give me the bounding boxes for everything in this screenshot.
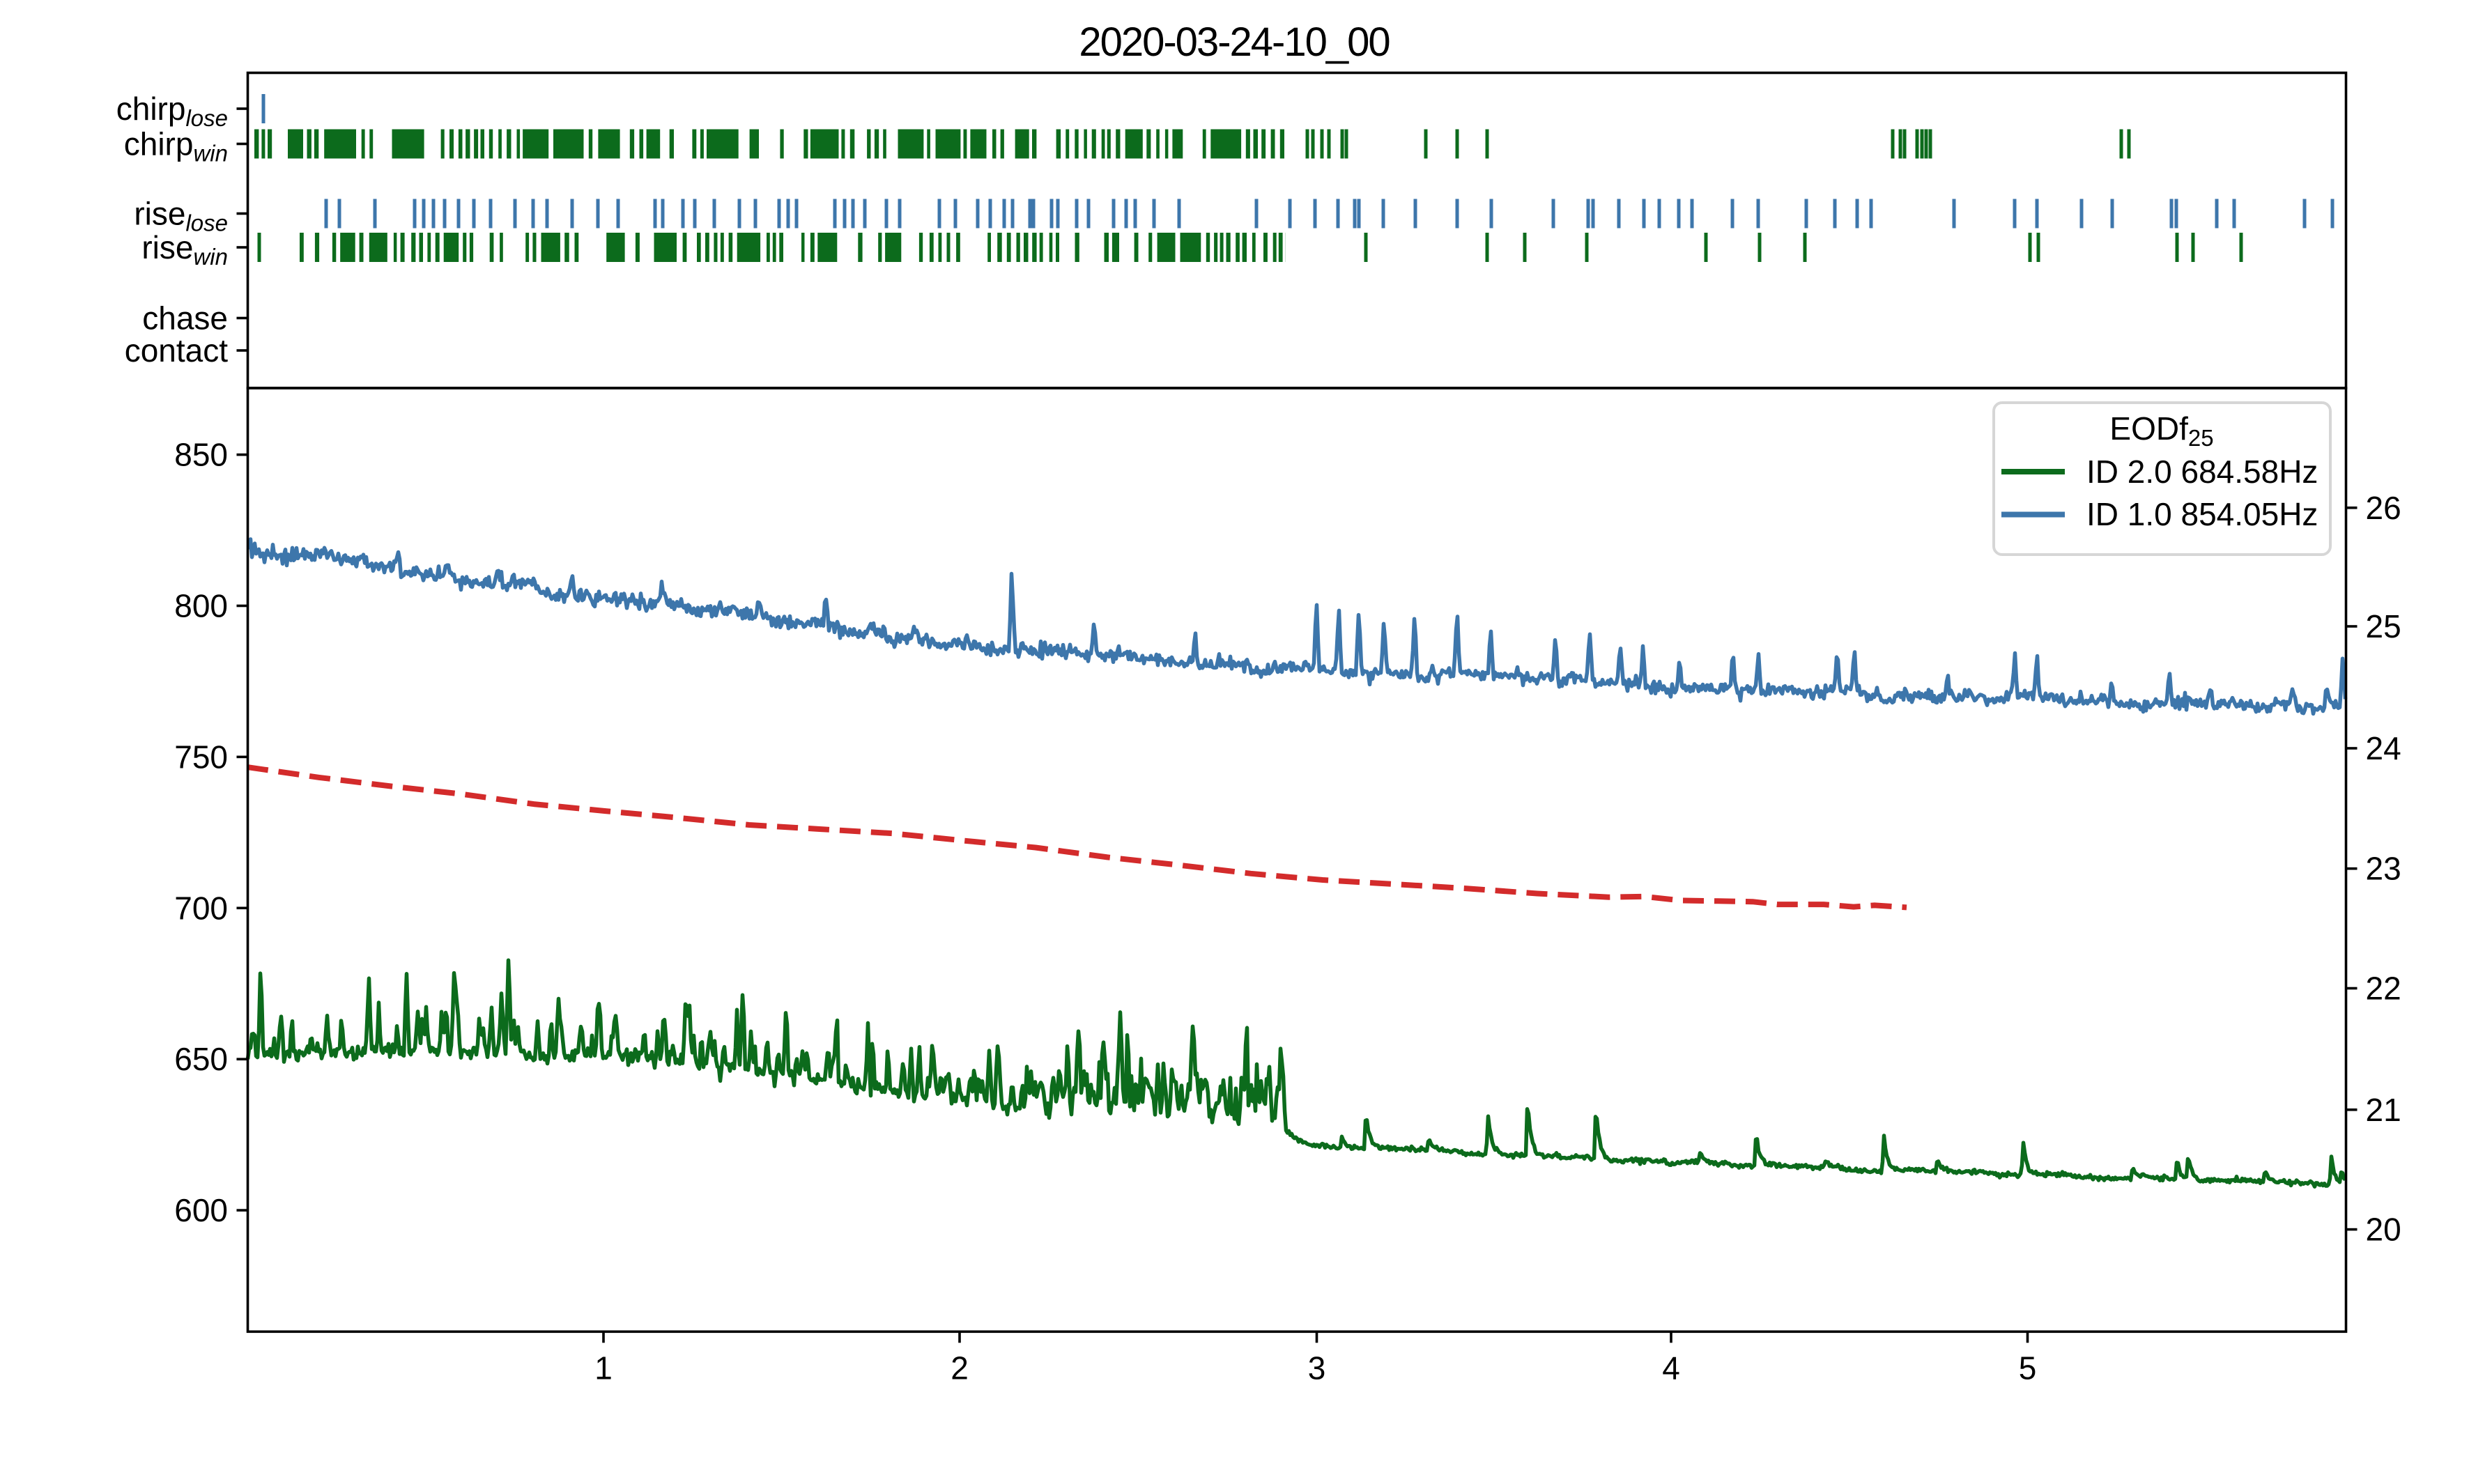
svg-text:800: 800 <box>174 588 228 624</box>
svg-text:3: 3 <box>1308 1350 1326 1386</box>
svg-text:26: 26 <box>2366 490 2401 526</box>
svg-text:chase: chase <box>142 300 228 337</box>
svg-text:25: 25 <box>2366 608 2401 644</box>
svg-text:22: 22 <box>2366 971 2401 1007</box>
svg-text:21: 21 <box>2366 1092 2401 1128</box>
svg-text:600: 600 <box>174 1192 228 1228</box>
svg-text:5: 5 <box>2019 1350 2037 1386</box>
svg-text:700: 700 <box>174 890 228 926</box>
svg-text:650: 650 <box>174 1041 228 1077</box>
svg-text:contact: contact <box>125 332 229 369</box>
svg-text:24: 24 <box>2366 730 2401 766</box>
svg-text:850: 850 <box>174 437 228 473</box>
svg-text:23: 23 <box>2366 851 2401 887</box>
svg-text:20: 20 <box>2366 1212 2401 1248</box>
svg-text:2020-03-24-10_00: 2020-03-24-10_00 <box>1079 20 1389 65</box>
svg-text:1: 1 <box>594 1350 613 1386</box>
svg-text:4: 4 <box>1662 1350 1680 1386</box>
svg-text:2: 2 <box>951 1350 969 1386</box>
svg-text:750: 750 <box>174 739 228 775</box>
svg-text:ID 1.0 854.05Hz: ID 1.0 854.05Hz <box>2086 496 2318 532</box>
svg-text:ID 2.0 684.58Hz: ID 2.0 684.58Hz <box>2086 454 2318 490</box>
